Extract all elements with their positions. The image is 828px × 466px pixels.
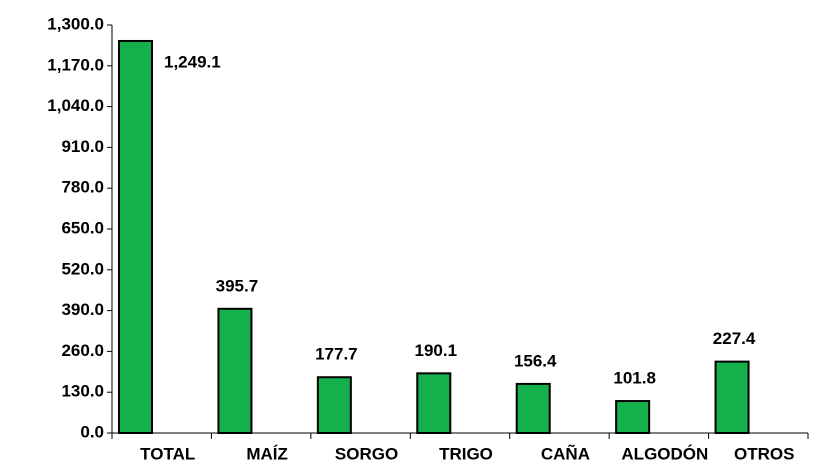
data-label: 1,249.1: [164, 52, 221, 71]
data-label: 190.1: [415, 341, 458, 360]
y-tick-label: 260.0: [61, 341, 104, 360]
bar: [615, 400, 651, 435]
x-tick-label: SORGO: [335, 444, 398, 463]
y-tick-label: 390.0: [61, 300, 104, 319]
x-tick-label: CAÑA: [541, 443, 590, 463]
x-tick-label: TRIGO: [439, 444, 493, 463]
y-tick-label: 130.0: [61, 382, 104, 401]
y-tick-label: 1,170.0: [47, 55, 104, 74]
x-tick-label: OTROS: [734, 444, 794, 463]
y-tick-label: 780.0: [61, 178, 104, 197]
y-tick-label: 910.0: [61, 137, 104, 156]
bar: [316, 376, 352, 435]
bar: [416, 372, 452, 435]
x-tick-label: MAÍZ: [246, 444, 288, 463]
bar: [714, 360, 750, 434]
bar: [217, 307, 253, 434]
data-label: 156.4: [514, 351, 557, 370]
data-label: 177.7: [315, 345, 358, 364]
bar: [515, 382, 551, 434]
y-tick-label: 0.0: [80, 422, 104, 441]
y-tick-label: 650.0: [61, 218, 104, 237]
data-label: 101.8: [613, 369, 656, 388]
data-label: 227.4: [713, 329, 756, 348]
x-tick-label: ALGODÓN: [621, 444, 708, 463]
y-tick-label: 1,040.0: [47, 96, 104, 115]
y-tick-label: 520.0: [61, 259, 104, 278]
y-tick-label: 1,300.0: [47, 14, 104, 33]
x-tick-label: TOTAL: [140, 444, 195, 463]
data-label: 395.7: [216, 276, 259, 295]
bar: [118, 39, 153, 435]
